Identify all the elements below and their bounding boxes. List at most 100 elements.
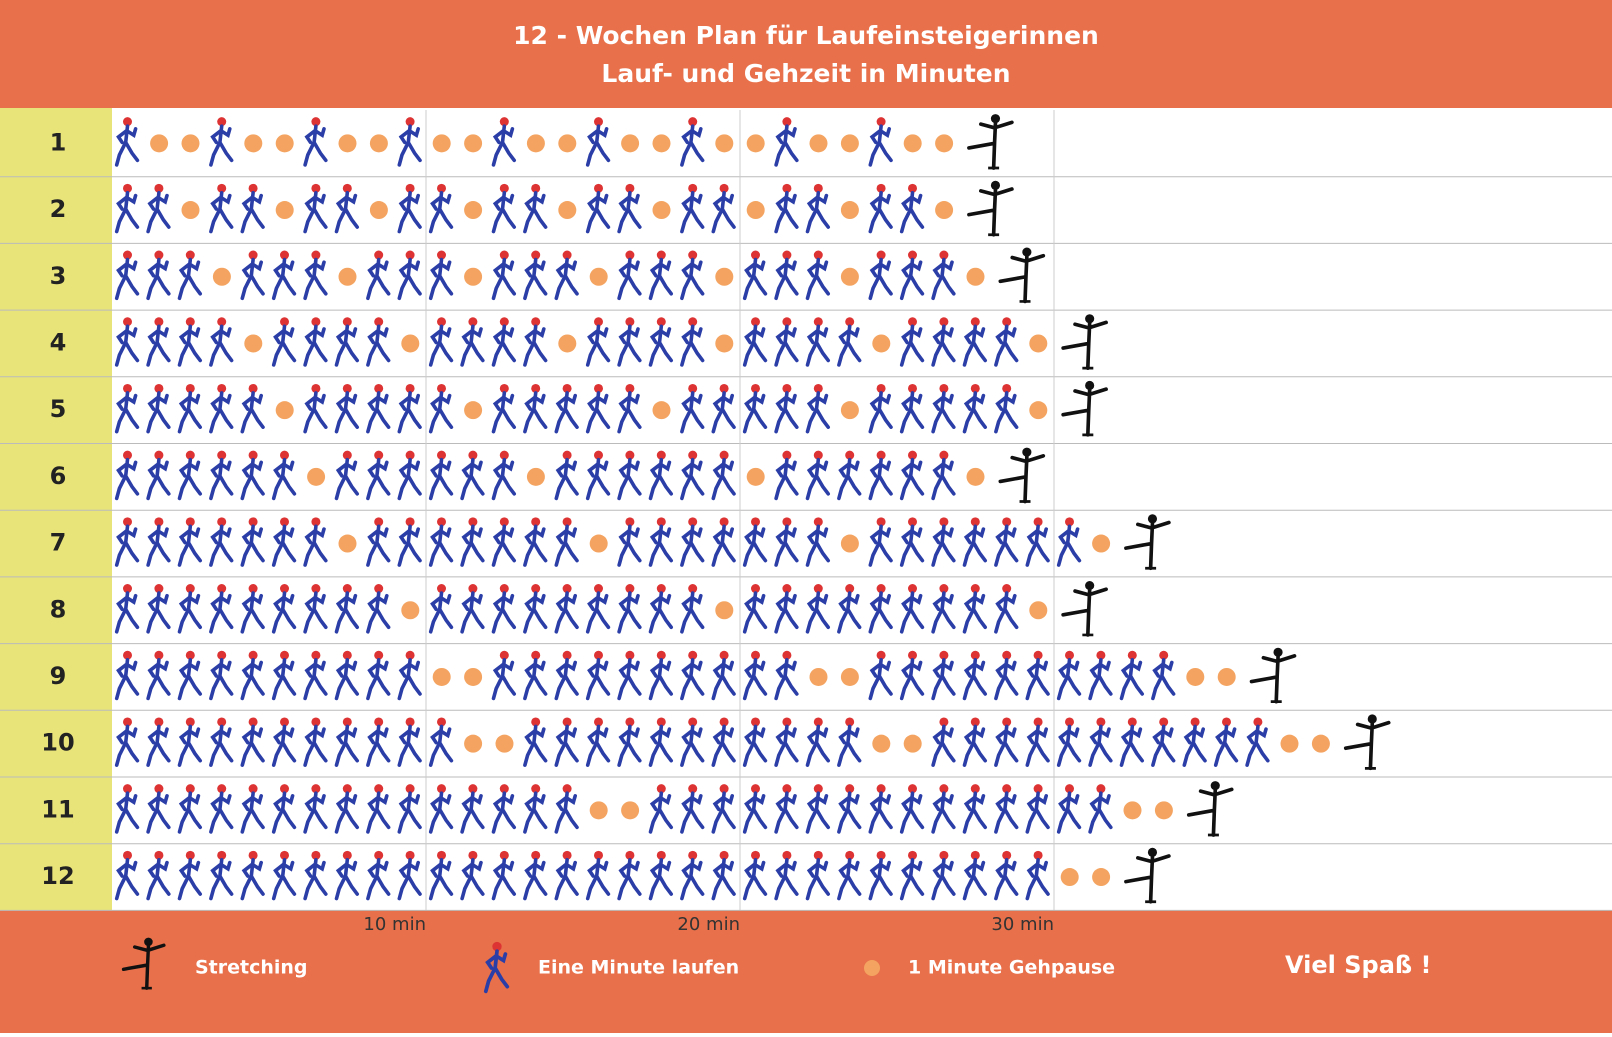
walk-block: [1029, 601, 1048, 620]
walk-block: [746, 201, 765, 220]
run-icon: [742, 248, 768, 301]
walk-icon: [401, 601, 420, 620]
run-icon: [177, 315, 202, 367]
run-block: [491, 115, 517, 167]
run-icon: [271, 448, 297, 501]
walk-icon: [966, 467, 985, 486]
run-icon: [1151, 648, 1176, 701]
run-block: [554, 448, 736, 501]
walk-icon: [1217, 667, 1236, 686]
run-block: [114, 115, 140, 167]
run-icon: [240, 248, 265, 301]
run-icon: [774, 182, 799, 234]
run-icon: [209, 182, 234, 234]
run-block: [114, 182, 171, 234]
run-icon: [554, 715, 579, 767]
run-icon: [271, 515, 297, 567]
run-block: [868, 115, 893, 167]
run-icon: [460, 315, 485, 367]
run-icon: [899, 782, 925, 834]
walk-block: [244, 334, 263, 353]
run-icon: [303, 782, 328, 834]
run-icon: [271, 648, 297, 701]
walk-icon: [715, 267, 734, 286]
run-block: [114, 782, 579, 834]
run-icon: [1119, 715, 1145, 767]
walk-icon: [840, 667, 859, 686]
run-icon: [523, 849, 548, 901]
run-icon: [805, 515, 831, 567]
walk-icon: [840, 534, 859, 553]
run-icon: [711, 182, 736, 234]
run-icon: [962, 382, 988, 434]
run-icon: [303, 715, 328, 767]
run-icon: [899, 582, 925, 634]
legend-walk: 1 Minute Gehpause: [908, 957, 1115, 979]
header-bg: [0, 0, 1612, 108]
run-block: [114, 515, 328, 567]
run-icon: [303, 248, 328, 301]
run-icon: [868, 448, 893, 501]
run-icon: [680, 648, 705, 701]
run-icon: [366, 648, 391, 701]
run-block: [114, 582, 391, 634]
walk-block: [809, 134, 859, 153]
stretch-icon: [1186, 779, 1234, 838]
stretch-icon: [1061, 312, 1109, 371]
run-icon: [209, 315, 234, 367]
run-icon: [805, 382, 831, 434]
walk-icon: [1029, 601, 1048, 620]
walk-icon: [621, 134, 640, 153]
run-icon: [428, 182, 454, 234]
run-icon: [899, 648, 925, 701]
run-icon: [617, 849, 642, 901]
walk-block: [275, 401, 294, 420]
week-label: 3: [50, 262, 67, 290]
run-icon: [240, 182, 265, 234]
walk-block: [464, 734, 514, 753]
run-block: [742, 582, 1019, 634]
run-icon: [931, 448, 956, 501]
run-block: [742, 315, 862, 367]
run-icon: [240, 582, 265, 634]
run-block: [209, 115, 234, 167]
run-icon: [523, 715, 548, 767]
run-icon: [177, 849, 202, 901]
walk-block: [840, 267, 859, 286]
walk-icon: [746, 201, 765, 220]
walk-block: [903, 134, 954, 153]
run-icon: [334, 782, 359, 834]
run-icon: [899, 248, 925, 301]
stretch-icon: [1249, 645, 1297, 704]
run-icon: [585, 448, 611, 501]
run-icon: [523, 182, 548, 234]
run-icon: [680, 315, 705, 367]
legend-walk-icon: [864, 960, 880, 976]
stretch-icon: [966, 112, 1014, 171]
run-icon: [742, 515, 768, 567]
run-icon: [271, 315, 297, 367]
run-block: [209, 182, 265, 234]
walk-block: [212, 267, 231, 286]
run-icon: [774, 849, 799, 901]
run-block: [680, 182, 736, 234]
walk-block: [526, 134, 577, 153]
run-icon: [680, 849, 705, 901]
run-icon: [491, 448, 517, 501]
run-icon: [1056, 715, 1082, 767]
week-label: 1: [50, 128, 67, 156]
run-icon: [366, 515, 391, 567]
axis-label: 30 min: [991, 914, 1054, 935]
run-block: [114, 849, 1050, 901]
run-block: [585, 315, 705, 367]
run-icon: [711, 782, 736, 834]
run-icon: [899, 515, 925, 567]
run-icon: [805, 182, 831, 234]
run-block: [397, 182, 454, 234]
run-icon: [837, 315, 862, 367]
run-icon: [366, 782, 391, 834]
run-block: [868, 248, 956, 301]
run-icon: [303, 515, 328, 567]
run-icon: [397, 448, 422, 501]
run-icon: [460, 582, 485, 634]
